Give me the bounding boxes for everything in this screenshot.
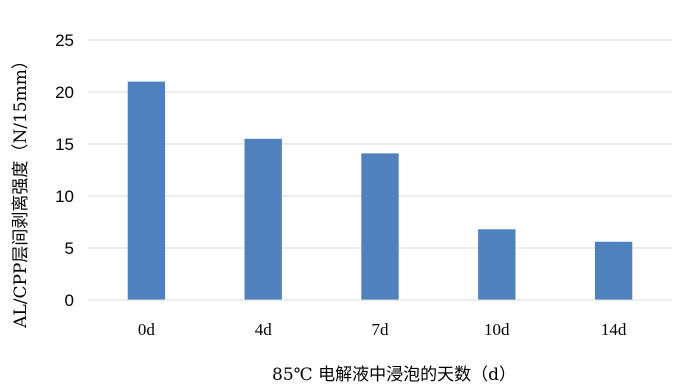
y-tick-label: 15 — [55, 135, 74, 154]
y-tick-label: 0 — [65, 291, 74, 310]
bar-10d — [478, 229, 516, 300]
bar-14d — [594, 241, 633, 300]
x-tick-labels: 0d 4d 7d 10d 14d — [138, 320, 627, 339]
y-tick-label: 25 — [55, 31, 74, 50]
x-axis-title: 85℃ 电解液中浸泡的天数（d） — [272, 365, 516, 385]
y-tick-label: 20 — [55, 83, 74, 102]
y-tick-label: 5 — [65, 239, 74, 258]
x-tick-label: 4d — [255, 320, 273, 339]
bar-4d — [244, 138, 282, 300]
x-tick-label: 0d — [138, 320, 156, 339]
bars — [127, 81, 633, 300]
gridlines — [88, 39, 672, 249]
y-axis-title: AL/CPP层间剥离强度（N/15mm） — [11, 52, 31, 329]
bar-0d — [127, 81, 166, 300]
bar-7d — [361, 153, 399, 300]
x-tick-label: 7d — [372, 320, 390, 339]
x-tick-label: 10d — [484, 320, 510, 339]
y-tick-label: 10 — [55, 187, 74, 206]
x-tick-label: 14d — [601, 320, 627, 339]
y-tick-labels: 0 5 10 15 20 25 — [55, 31, 74, 310]
